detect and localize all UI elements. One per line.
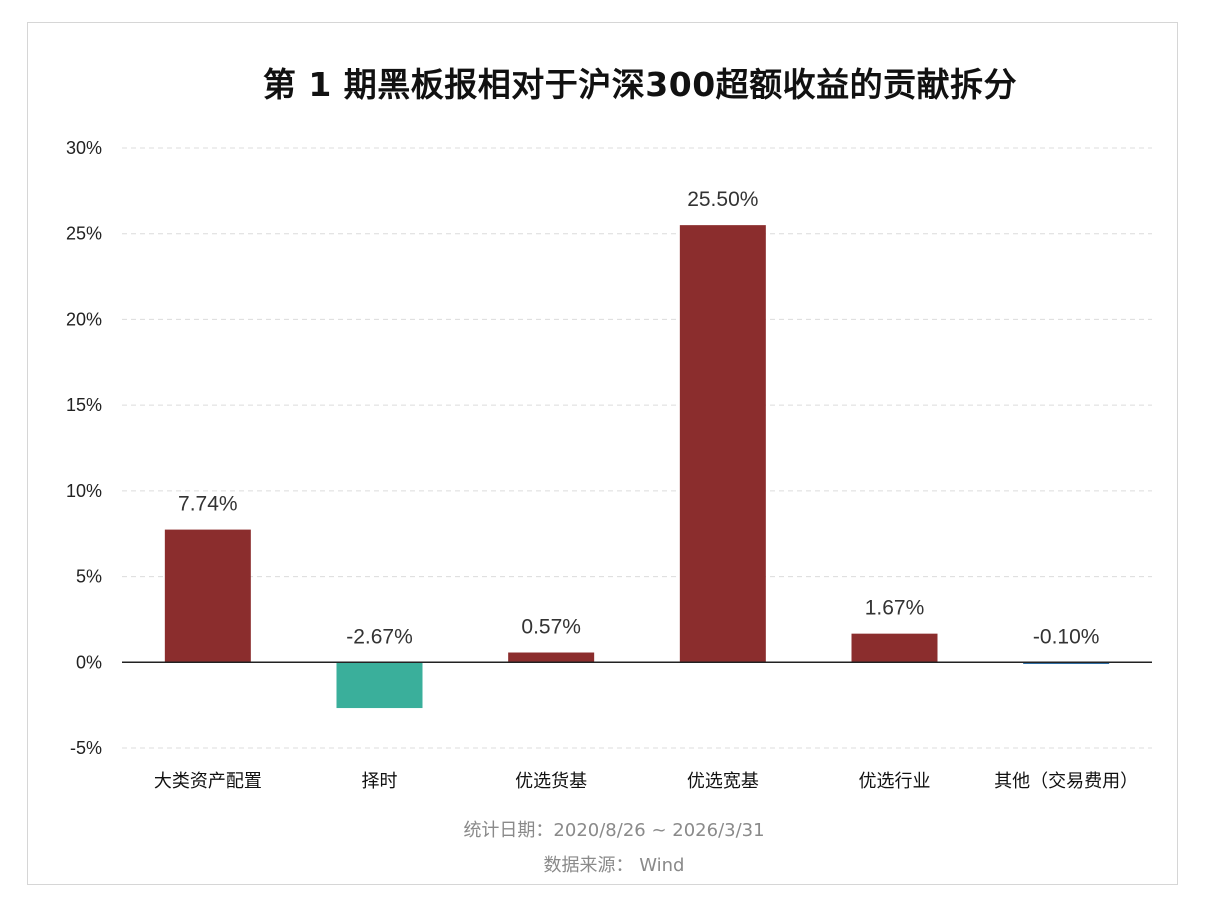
x-tick-label: 优选货基 [515,771,587,792]
y-tick-label: 15% [66,395,102,415]
x-tick-label: 大类资产配置 [154,771,262,792]
data-label: 7.74% [178,493,238,516]
data-label: 0.57% [521,616,581,639]
x-tick-label: 择时 [362,771,398,792]
data-label: -0.10% [1033,625,1100,648]
grid-lines [122,147,1152,749]
data-label: 25.50% [687,188,758,211]
bar [508,652,595,663]
y-tick-label: 10% [66,481,102,501]
x-tick-label: 其他（交易费用） [994,771,1138,792]
bars [164,225,1110,709]
bar [851,633,938,663]
bar [679,225,766,663]
footer-period: 统计日期：2020/8/26 ~ 2026/3/31 [463,820,765,841]
chart-frame [27,22,1178,885]
x-axis-ticks: 大类资产配置 择时 优选货基 优选宽基 优选行业 其他（交易费用） [122,661,1152,792]
data-label: 1.67% [865,597,925,620]
y-axis-ticks: -5% 0% 5% 10% 15% 20% 25% 30% [66,138,102,758]
footer-source: 数据来源： Wind [543,855,685,876]
data-labels: 7.74% -2.67% 0.57% 25.50% 1.67% -0.10% [178,188,1099,648]
y-tick-label: 0% [76,652,102,672]
x-tick-label: 优选行业 [859,771,931,792]
bar [164,529,251,663]
x-tick-label: 优选宽基 [687,771,759,792]
bar [1023,662,1110,664]
y-tick-label: 30% [66,138,102,158]
bar [336,662,423,709]
y-tick-label: -5% [70,738,102,758]
y-tick-label: 25% [66,224,102,244]
chart-title: 第 1 期黑板报相对于沪深300超额收益的贡献拆分 [262,65,1018,104]
y-tick-label: 5% [76,567,102,587]
y-tick-label: 20% [66,309,102,329]
data-label: -2.67% [346,625,413,648]
